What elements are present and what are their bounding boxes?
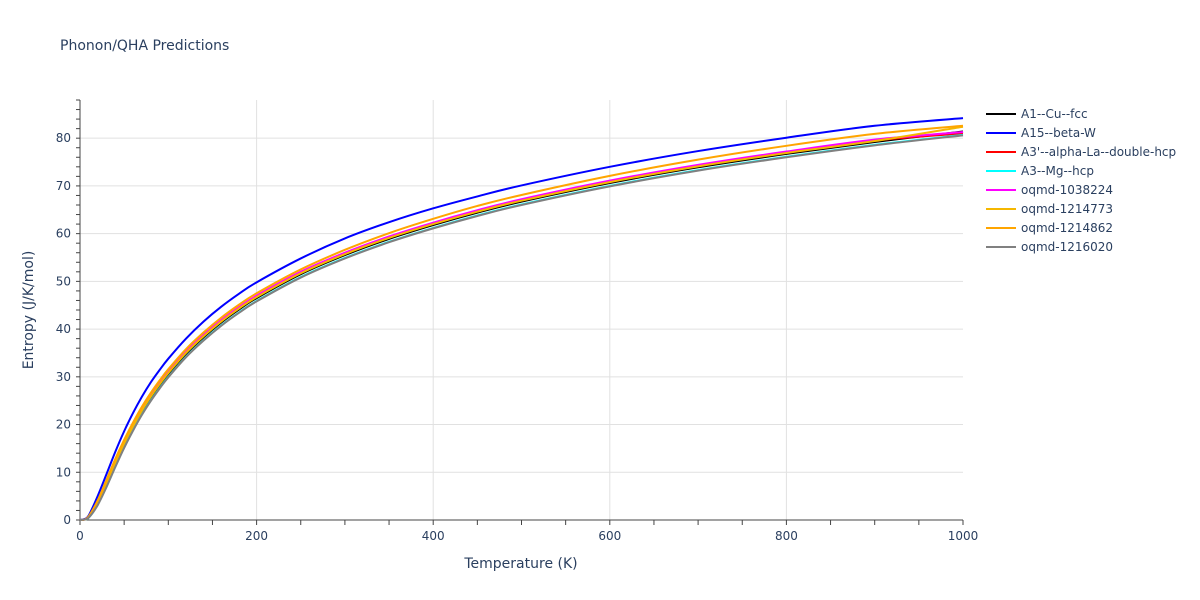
legend-label[interactable]: oqmd-1216020 [1021, 240, 1113, 254]
series-line-a15-beta-w [79, 117, 964, 521]
y-tick-label: 80 [56, 131, 71, 145]
grid [80, 100, 963, 520]
x-tick-label: 200 [245, 529, 268, 543]
axes: 0 200 400 600 800 1000 0 10 20 30 40 50 60 70 80 [56, 99, 979, 543]
legend-label[interactable]: oqmd-1214862 [1021, 221, 1113, 235]
legend: A1--Cu--fcc A15--beta-W A3'--alpha-La--dou… [986, 107, 1176, 254]
y-tick-label: 70 [56, 179, 71, 193]
x-tick-label: 400 [422, 529, 445, 543]
series-line-oqmd-1214773 [79, 125, 964, 521]
y-tick-label: 50 [56, 274, 71, 288]
x-tick-label: 0 [76, 529, 84, 543]
y-tick-label: 20 [56, 418, 71, 432]
chart-title: Phonon/QHA Predictions [60, 38, 229, 54]
y-tick-label: 40 [56, 322, 71, 336]
y-axis-title: Entropy (J/K/mol) [21, 251, 37, 370]
legend-label[interactable]: A15--beta-W [1021, 126, 1096, 140]
legend-label[interactable]: A3'--alpha-La--double-hcp [1021, 145, 1176, 159]
x-axis-title: Temperature (K) [463, 556, 577, 572]
x-tick-label: 600 [598, 529, 621, 543]
legend-label[interactable]: A1--Cu--fcc [1021, 107, 1088, 121]
y-tick-label: 30 [56, 370, 71, 384]
legend-label[interactable]: A3--Mg--hcp [1021, 164, 1094, 178]
legend-label[interactable]: oqmd-1214773 [1021, 202, 1113, 216]
x-tick-label: 1000 [948, 529, 979, 543]
y-tick-label: 10 [56, 465, 71, 479]
y-tick-label: 0 [63, 513, 71, 527]
legend-label[interactable]: oqmd-1038224 [1021, 183, 1113, 197]
series-lines [79, 117, 964, 521]
x-tick-label: 800 [775, 529, 798, 543]
y-tick-label: 60 [56, 227, 71, 241]
series-line-oqmd-1216020 [79, 134, 964, 521]
series-line-oqmd-1214862 [79, 124, 964, 521]
